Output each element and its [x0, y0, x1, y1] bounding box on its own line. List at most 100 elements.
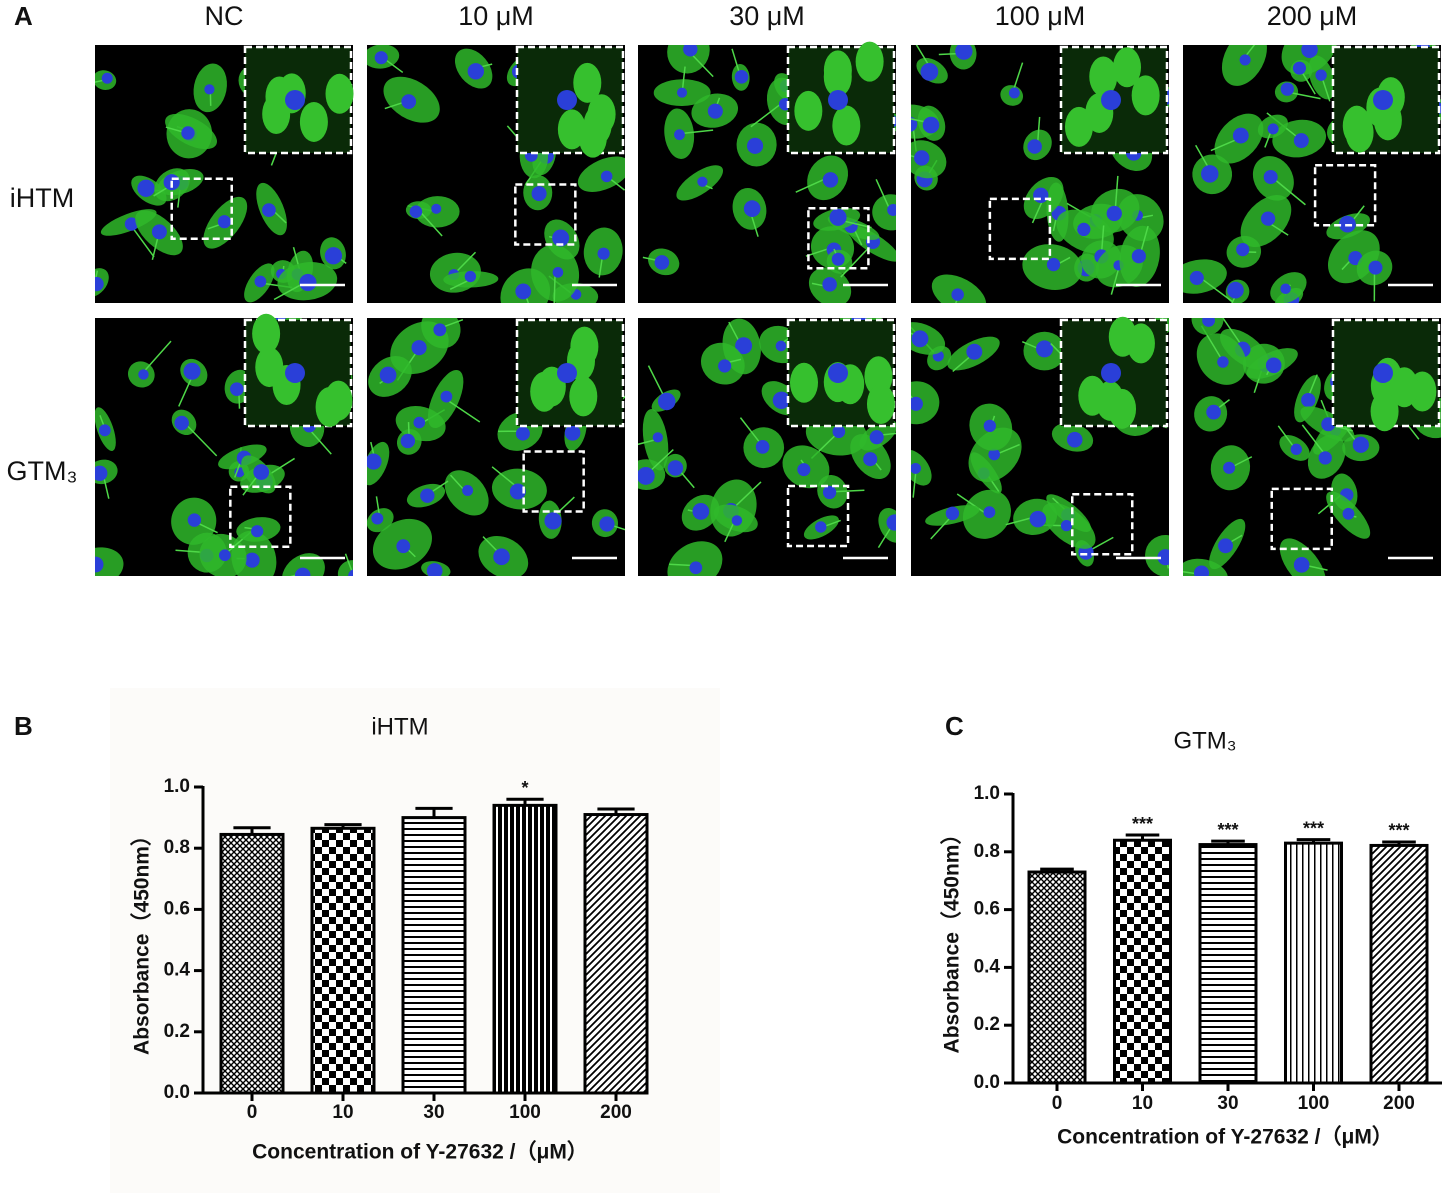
nucleus [1267, 123, 1279, 135]
x-axis-label: Concentration of Y-27632 /（μM） [1057, 1125, 1393, 1149]
nucleus [244, 552, 260, 568]
inset-cell [573, 62, 602, 103]
nucleus [183, 362, 201, 380]
filament [1321, 77, 1331, 102]
nucleus [676, 87, 688, 98]
nucleus [755, 440, 770, 454]
nucleus [348, 569, 353, 576]
nucleus [815, 521, 827, 533]
micrograph [911, 316, 1169, 576]
inset-nucleus [1101, 90, 1121, 110]
y-tick-label: 0.4 [974, 956, 1001, 977]
inset-cell [1345, 112, 1374, 153]
nucleus [431, 203, 442, 214]
filament [1198, 275, 1233, 302]
nucleus [983, 419, 996, 433]
nucleus [411, 340, 427, 356]
nucleus [464, 270, 477, 283]
inset-nucleus [557, 363, 577, 383]
nucleus [124, 217, 139, 231]
inset-cell [855, 41, 884, 82]
chart-title: GTM₃ [1173, 727, 1236, 754]
inset-nucleus [1373, 90, 1393, 110]
nucleus [654, 255, 670, 270]
filament [454, 251, 477, 274]
nucleus [599, 516, 615, 532]
nucleus [294, 567, 311, 576]
nucleus [400, 433, 416, 449]
nucleus [1060, 520, 1073, 532]
x-tick-label: 100 [1298, 1093, 1330, 1114]
nucleus [1218, 538, 1233, 554]
nucleus [638, 466, 655, 485]
nucleus [1046, 257, 1061, 272]
nucleus [922, 116, 940, 134]
zoom-box [170, 177, 233, 241]
nucleus [440, 390, 453, 403]
inset-nucleus [1373, 363, 1393, 383]
nucleus [396, 539, 411, 554]
nucleus [253, 464, 270, 480]
bar [583, 813, 649, 1095]
nucleus [1027, 139, 1042, 154]
nucleus [254, 275, 267, 288]
panel-label: A [14, 1, 33, 31]
y-tick-label: 0.4 [164, 960, 191, 981]
nucleus [1342, 507, 1355, 520]
x-tick-label: 200 [600, 1102, 632, 1123]
nucleus [1239, 54, 1251, 66]
nucleus [174, 415, 189, 431]
panel-label: B [14, 711, 33, 741]
nucleus [743, 200, 761, 217]
filament [445, 398, 481, 423]
inset-cell [530, 371, 559, 412]
nucleus [137, 179, 155, 197]
nucleus [718, 359, 732, 373]
nucleus [597, 247, 610, 260]
nucleus [1318, 451, 1332, 465]
bar [1113, 838, 1172, 1085]
nucleus [1265, 357, 1282, 374]
inset-cell [1131, 75, 1160, 116]
micrograph [95, 313, 353, 576]
nucleus [401, 94, 417, 109]
micrograph [367, 45, 625, 303]
nucleus [822, 485, 837, 500]
inset-cell [789, 362, 818, 403]
nucleus [101, 72, 113, 84]
nucleus [1066, 431, 1083, 448]
chart-title: iHTM [371, 713, 428, 740]
nucleus [204, 84, 215, 95]
nucleus [887, 204, 896, 216]
nucleus [920, 63, 939, 81]
inset-nucleus [285, 90, 305, 110]
nucleus [983, 506, 996, 519]
nucleus [911, 116, 918, 132]
nucleus [914, 150, 930, 166]
x-tick-label: 10 [332, 1102, 353, 1123]
nucleus [1077, 222, 1091, 237]
filament [1243, 45, 1256, 59]
nucleus [1293, 557, 1310, 573]
nucleus [772, 391, 791, 410]
micrograph [911, 45, 1169, 303]
nucleus [955, 45, 973, 60]
nucleus [230, 382, 244, 396]
filament [1140, 214, 1154, 219]
nucleus [829, 208, 847, 226]
filament [638, 439, 656, 446]
inset-cell [569, 376, 598, 417]
row-label: iHTM [10, 183, 74, 213]
x-tick-label: 0 [1052, 1093, 1063, 1114]
nucleus [1263, 169, 1278, 184]
y-tick-label: 0.6 [974, 899, 1000, 920]
nucleus [1217, 356, 1229, 368]
y-tick-label: 0.8 [164, 837, 190, 858]
nucleus [832, 425, 846, 439]
nucleus [95, 465, 108, 482]
nucleus [1315, 69, 1327, 81]
nucleus [822, 172, 839, 188]
nucleus [1293, 133, 1309, 149]
filament [553, 273, 556, 303]
nucleus [217, 215, 231, 229]
